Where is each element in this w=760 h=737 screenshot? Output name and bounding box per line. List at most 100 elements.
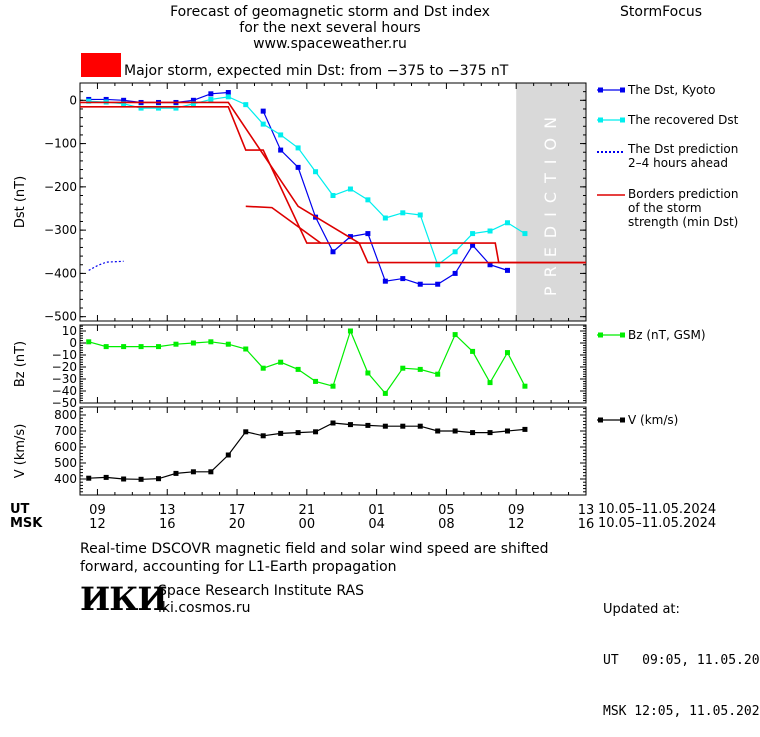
legend-bz-label: Bz (nT, GSM) [628, 328, 706, 342]
footer-note: Real-time DSCOVR magnetic field and sola… [80, 540, 549, 576]
title-line-2: for the next several hours [239, 20, 421, 36]
data-point [313, 169, 319, 175]
legend-kyoto-label: The Dst, Kyoto [627, 83, 715, 97]
data-point [400, 276, 406, 282]
y-tick-label: −50 [52, 396, 77, 410]
data-point [365, 231, 371, 237]
data-point [452, 428, 458, 434]
y-axis-label: V (km/s) [13, 424, 28, 479]
data-point [243, 346, 249, 352]
data-point [382, 390, 388, 396]
y-axis-label: Bz (nT) [13, 341, 28, 387]
data-point [208, 469, 214, 475]
y-tick-label: −10 [52, 348, 77, 362]
data-point [522, 383, 528, 389]
data-point [417, 281, 423, 287]
y-tick-label: −300 [44, 223, 77, 237]
data-point [452, 332, 458, 338]
data-point [173, 105, 179, 111]
chart-title: Forecast of geomagnetic storm and Dst in… [90, 4, 570, 52]
ut-tick-label: 01 [368, 503, 385, 518]
data-point [86, 98, 92, 104]
legend-speed-label: V (km/s) [628, 413, 678, 427]
data-point [313, 378, 319, 384]
data-point [208, 339, 214, 345]
data-point [382, 423, 388, 429]
data-point [347, 186, 353, 192]
data-point [504, 267, 510, 273]
website-link[interactable]: www.spaceweather.ru [253, 36, 407, 52]
series-line [262, 110, 508, 285]
data-point [400, 423, 406, 429]
data-point [190, 101, 196, 107]
data-point [522, 426, 528, 432]
data-point [225, 90, 231, 96]
data-point [382, 215, 388, 221]
series-line [80, 106, 586, 264]
y-axis-label: Dst (nT) [13, 176, 28, 228]
data-point [400, 365, 406, 371]
y-tick-label: −20 [52, 360, 77, 374]
msk-axis-label: MSK [10, 516, 43, 531]
ut-tick-label: 09 [89, 503, 106, 518]
data-point [121, 476, 127, 482]
data-point [156, 344, 162, 350]
institute-site[interactable]: iki.cosmos.ru [158, 600, 251, 616]
legend-bz-marker [598, 332, 603, 338]
data-point [487, 228, 493, 234]
data-point [260, 108, 266, 114]
data-point [208, 91, 214, 97]
y-tick-label: 600 [54, 440, 77, 454]
institute-name: Space Research Institute RAS [158, 583, 364, 599]
y-tick-label: 0 [69, 336, 77, 350]
legend-speed-marker [620, 417, 625, 423]
data-point [470, 430, 476, 436]
data-point [400, 210, 406, 216]
data-point [260, 365, 266, 371]
panel-frame [79, 406, 587, 496]
msk-tick-label: 00 [299, 517, 316, 532]
data-point [156, 105, 162, 111]
updated-label: Updated at: [603, 602, 680, 617]
legend-layer: The Dst, Kyoto The recovered Dst The Dst p… [597, 83, 739, 427]
legend-recovered-marker [598, 117, 603, 123]
msk-tick-label: 12 [508, 517, 525, 532]
legend-bz-marker [620, 332, 625, 338]
data-point [522, 231, 528, 237]
data-point [208, 96, 214, 102]
updated-block: Updated at: UT 09:05, 11.05.2024 MSK 12:… [603, 567, 760, 737]
data-point [487, 430, 493, 436]
y-tick-label: 10 [62, 324, 77, 338]
data-point [225, 94, 231, 100]
data-point [313, 429, 319, 435]
axis-ticks-layer [79, 82, 587, 496]
y-tick-label: 0 [69, 93, 77, 107]
prediction-band [516, 83, 586, 321]
footer-note-line-1: Real-time DSCOVR magnetic field and sola… [80, 541, 549, 557]
data-point [243, 102, 249, 108]
ut-tick-label: 17 [229, 503, 246, 518]
msk-tick-label: 16 [159, 517, 176, 532]
data-point [295, 164, 301, 170]
iki-logo: ИКИ [80, 580, 168, 618]
y-tick-label: −40 [52, 384, 77, 398]
ut-axis-label: UT [10, 502, 30, 517]
data-point [86, 339, 92, 345]
data-point [190, 340, 196, 346]
y-tick-label: −200 [44, 180, 77, 194]
y-tick-label: −500 [44, 310, 77, 324]
ut-tick-label: 21 [299, 503, 316, 518]
storm-color-swatch [81, 53, 121, 77]
data-point [452, 270, 458, 276]
data-point [330, 420, 336, 426]
data-point [365, 370, 371, 376]
data-point [330, 193, 336, 199]
data-point [103, 474, 109, 480]
data-point [295, 366, 301, 372]
data-point [260, 121, 266, 127]
y-tick-label: 400 [54, 472, 77, 486]
panel-frames-layer [79, 82, 587, 496]
data-point [190, 469, 196, 475]
y-tick-label: −100 [44, 137, 77, 151]
